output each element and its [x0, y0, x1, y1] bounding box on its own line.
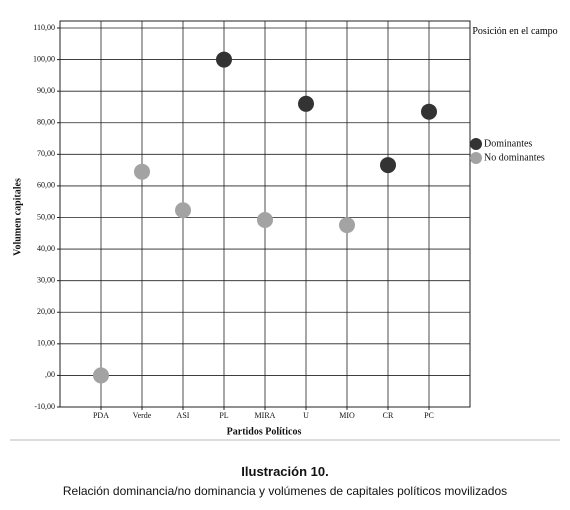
y-tick-label: 70,00 [37, 149, 55, 158]
x-tick-label: PDA [93, 411, 109, 420]
y-axis-label: Volumen capitales [12, 178, 23, 256]
caption: Relación dominancia/no dominancia y volú… [62, 484, 508, 498]
point [421, 103, 437, 120]
x-axis-label: Partidos Políticos [227, 426, 302, 437]
y-tick-label: 110,00 [33, 23, 55, 32]
y-tick-label: 100,00 [33, 54, 55, 63]
point [298, 95, 314, 112]
point [175, 202, 191, 219]
point [93, 367, 109, 384]
legend-label: Dominantes [484, 138, 532, 149]
x-tick-label: U [303, 411, 309, 420]
point [134, 163, 150, 180]
x-tick-label: ASI [177, 411, 190, 420]
y-tick-label: 10,00 [37, 339, 55, 348]
x-tick-label: Verde [133, 411, 152, 420]
legend-marker [470, 138, 482, 150]
point [216, 51, 232, 68]
x-tick-label: PL [219, 411, 228, 420]
legend-marker [470, 152, 482, 164]
y-tick-label: ,00 [45, 370, 55, 379]
point [380, 157, 396, 174]
legend-label: No dominantes [484, 152, 545, 163]
legend-title: Posición en el campo [472, 26, 558, 37]
caption-title: Ilustración 10. [241, 464, 329, 479]
point [339, 217, 355, 234]
y-tick-label: 40,00 [37, 244, 55, 253]
y-tick-label: 20,00 [37, 307, 55, 316]
x-tick-label: CR [383, 411, 394, 420]
point [257, 212, 273, 229]
x-tick-label: PC [424, 411, 434, 420]
x-tick-label: MIO [339, 411, 355, 420]
chart: Volumen capitales Partidos Políticos -10… [10, 20, 560, 441]
y-tick-label: 50,00 [37, 212, 55, 221]
y-tick-label: -10,00 [34, 402, 55, 411]
y-tick-label: 90,00 [37, 86, 55, 95]
y-tick-label: 30,00 [37, 275, 55, 284]
x-tick-label: MIRA [255, 411, 276, 420]
y-tick-label: 60,00 [37, 181, 55, 190]
y-tick-label: 80,00 [37, 118, 55, 127]
